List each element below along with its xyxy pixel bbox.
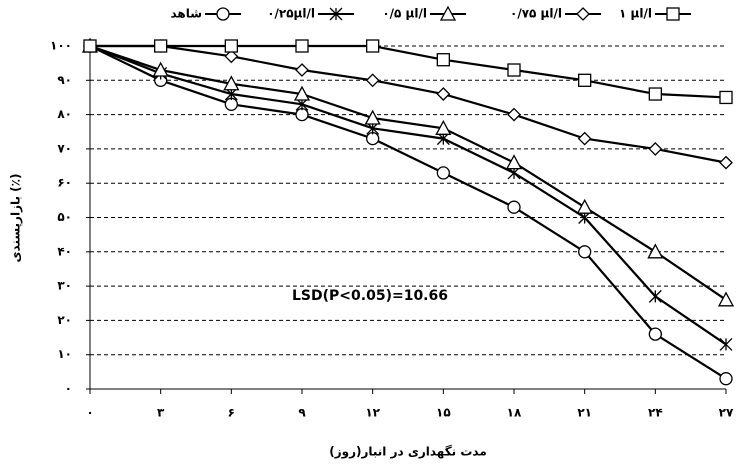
x-tick-label: ۱۲ xyxy=(365,406,380,420)
data-point xyxy=(295,63,309,77)
data-point xyxy=(719,90,733,105)
data-point xyxy=(505,154,523,170)
legend-label: ۰/۵ µl/l xyxy=(382,7,427,21)
y-tick-label: ۴۰ xyxy=(57,244,72,258)
y-tick-label: ۷۰ xyxy=(57,141,72,155)
data-point xyxy=(648,87,662,101)
data-point xyxy=(366,131,380,146)
data-point xyxy=(507,107,521,122)
data-point xyxy=(719,337,733,351)
annotation: LSD(P<0.05)=10.66 xyxy=(292,288,448,304)
data-point xyxy=(648,141,663,156)
x-axis-label: مدت نگهداری در انبار(روز) xyxy=(329,445,487,460)
data-point xyxy=(507,63,521,77)
data-point xyxy=(507,200,521,214)
data-point xyxy=(576,198,593,214)
series-line xyxy=(89,44,727,346)
data-point xyxy=(295,107,309,122)
data-point xyxy=(577,131,592,146)
legend-label: ۰/۲۵µl/l xyxy=(267,7,315,21)
x-tick-label: ۲۴ xyxy=(648,406,663,420)
x-tick-label: ۱۵ xyxy=(436,406,451,420)
data-point xyxy=(578,245,592,259)
x-tick-label: ۲۷ xyxy=(719,406,734,420)
legend-marker xyxy=(666,7,680,21)
data-point xyxy=(365,73,380,88)
x-tick-label: ۳ xyxy=(157,406,165,420)
legend-label: شاهد xyxy=(170,7,202,21)
series-line xyxy=(90,44,727,99)
data-point xyxy=(223,75,240,91)
y-tick-label: ۳۰ xyxy=(57,279,72,293)
x-tick-label: ۰ xyxy=(86,406,93,420)
data-point xyxy=(578,73,592,87)
y-tick-label: ۶۰ xyxy=(57,176,72,190)
y-tick-label: ۰ xyxy=(65,382,72,396)
data-point xyxy=(152,61,169,77)
x-tick-label: ۹ xyxy=(298,406,306,420)
legend-marker xyxy=(329,7,343,21)
legend-marker xyxy=(439,5,457,21)
data-point xyxy=(719,372,733,386)
series-line xyxy=(89,44,727,301)
data-point xyxy=(366,39,380,53)
y-tick-label: ۱۰ xyxy=(57,347,72,361)
y-tick-label: ۲۰ xyxy=(57,313,72,327)
data-point xyxy=(719,155,733,170)
x-tick-label: ۱۸ xyxy=(507,406,522,420)
data-point xyxy=(647,243,664,259)
legend-label: ۰/۷۵ µl/l xyxy=(510,7,562,21)
data-point xyxy=(436,166,450,180)
data-point xyxy=(717,291,735,307)
data-point xyxy=(436,87,451,101)
x-tick-label: ۶ xyxy=(228,406,235,420)
legend-marker xyxy=(576,7,590,21)
data-point xyxy=(648,289,662,303)
data-point xyxy=(293,85,311,101)
data-point xyxy=(364,109,381,125)
series-line xyxy=(90,44,727,164)
data-point xyxy=(648,327,662,341)
data-point xyxy=(83,39,97,53)
data-point xyxy=(295,39,309,53)
legend-label: ۱ µl/l xyxy=(619,7,652,21)
series-line xyxy=(89,45,727,380)
data-point xyxy=(224,49,239,64)
data-point xyxy=(436,53,450,67)
data-point xyxy=(154,39,168,53)
data-point xyxy=(224,39,238,53)
data-point xyxy=(435,119,452,135)
y-tick-label: ۸۰ xyxy=(57,107,72,121)
y-axis-label: بازارپسندی (٪) xyxy=(9,174,23,263)
x-tick-label: ۲۱ xyxy=(577,406,592,420)
y-tick-label: ۵۰ xyxy=(57,210,72,224)
y-tick-label: ۱۰۰ xyxy=(50,39,72,53)
y-tick-label: ۹۰ xyxy=(57,73,72,87)
data-point xyxy=(224,97,238,111)
legend-marker xyxy=(216,7,230,21)
